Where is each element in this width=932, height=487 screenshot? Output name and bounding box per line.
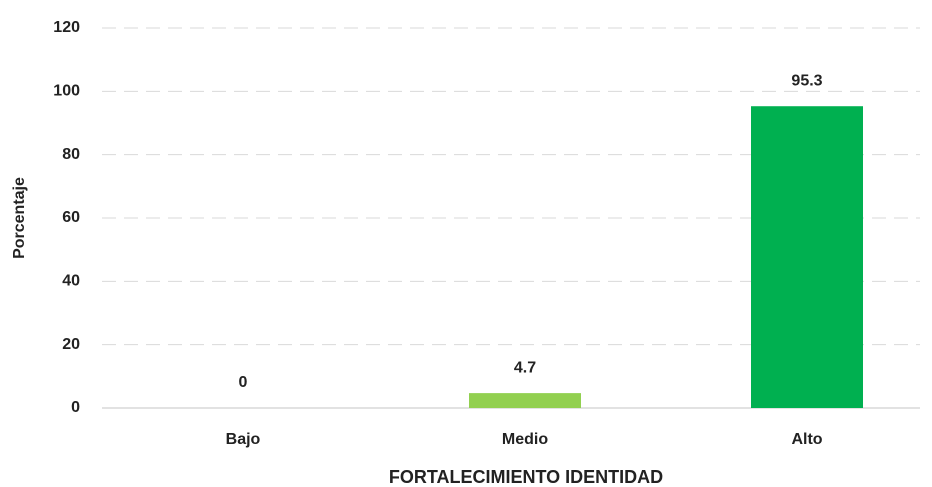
- x-tick-label: Medio: [502, 431, 548, 448]
- data-label: 4.7: [514, 359, 536, 376]
- x-axis-title: FORTALECIMIENTO IDENTIDAD: [389, 467, 663, 487]
- y-tick-label: 100: [53, 83, 80, 100]
- y-tick-label: 60: [62, 209, 80, 226]
- y-tick-label: 0: [71, 399, 80, 416]
- y-tick-label: 20: [62, 336, 80, 353]
- data-label: 95.3: [791, 72, 822, 89]
- y-axis-title: Porcentaje: [11, 177, 28, 259]
- bar: [751, 106, 863, 408]
- y-tick-label: 80: [62, 146, 80, 163]
- x-tick-label: Bajo: [226, 431, 261, 448]
- x-tick-label: Alto: [791, 431, 822, 448]
- y-tick-label: 40: [62, 273, 80, 290]
- y-tick-label: 120: [53, 19, 80, 36]
- data-label: 0: [239, 374, 248, 391]
- bar: [469, 393, 581, 408]
